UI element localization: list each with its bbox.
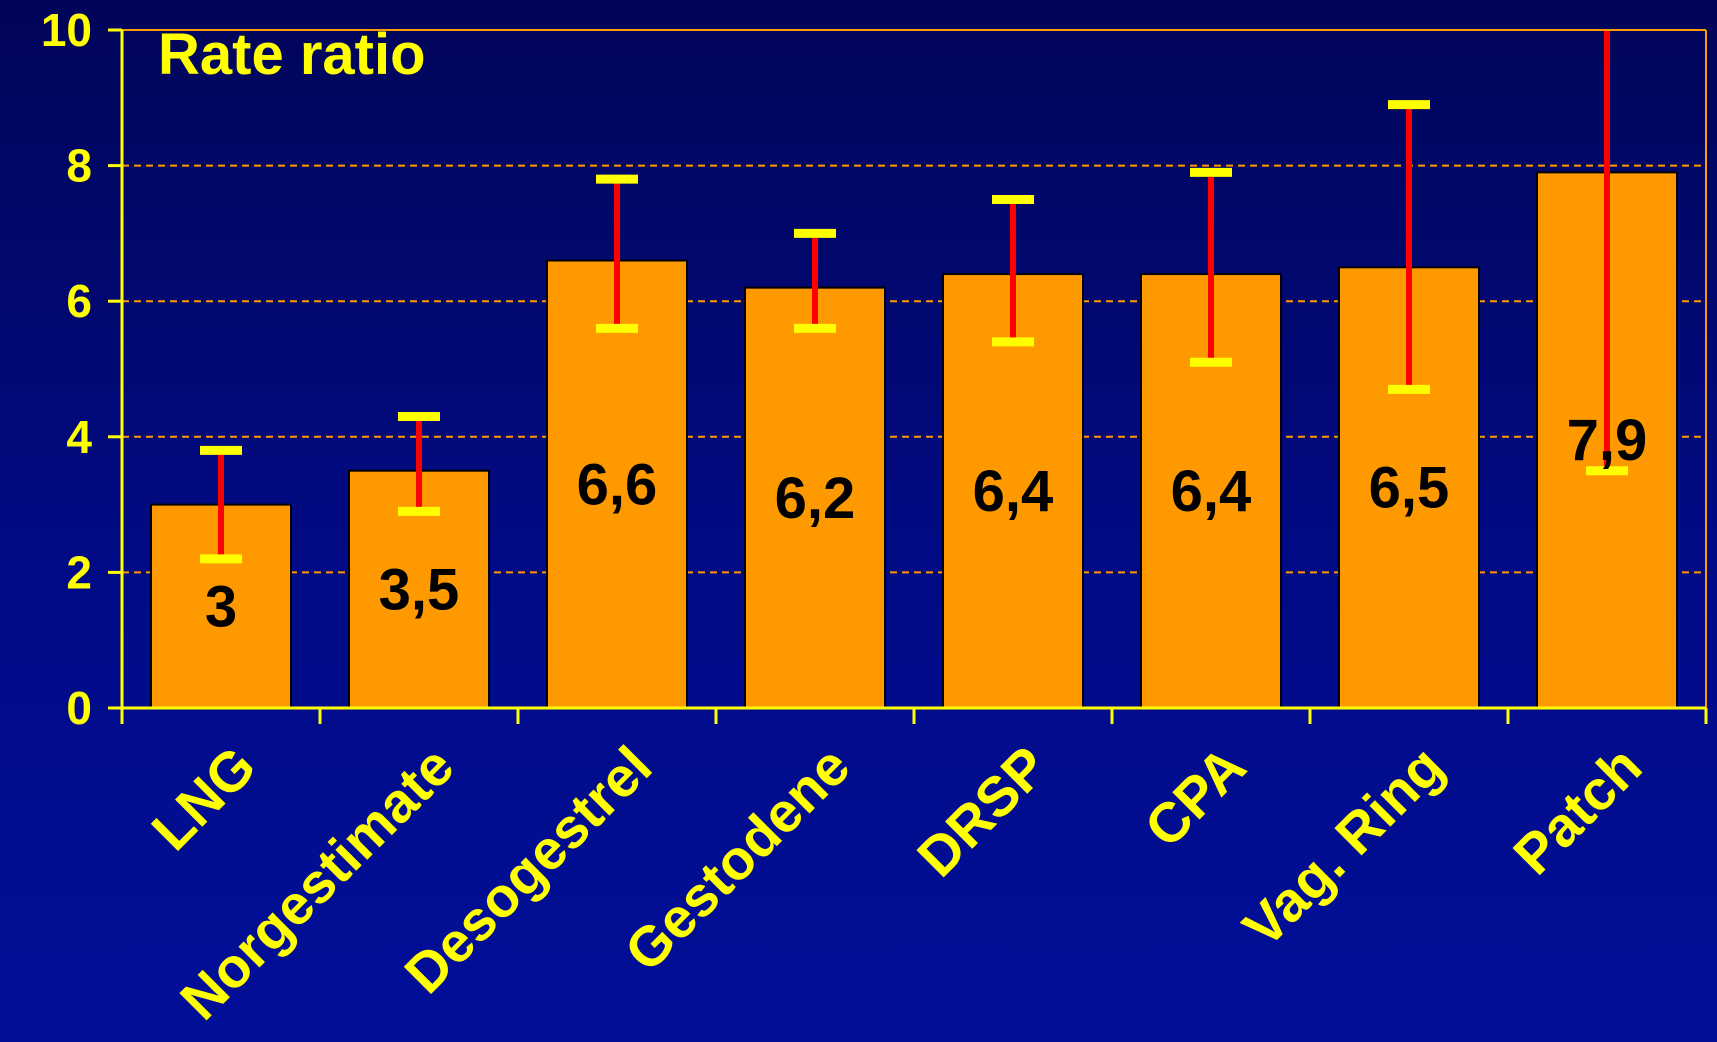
bar-gestodene xyxy=(744,286,886,709)
y-tick-label: 8 xyxy=(66,140,92,192)
bar-desogestrel xyxy=(546,259,688,709)
y-tick-labels: 0 2 4 6 8 10 xyxy=(41,4,93,734)
x-category-label: LNG xyxy=(139,734,267,862)
data-labels: 3 3,5 6,6 6,2 6,4 6,4 6,5 7,9 xyxy=(205,408,1647,639)
x-category-label: Vag. Ring xyxy=(1231,734,1456,959)
y-tick-label: 10 xyxy=(41,4,92,56)
data-label: 3,5 xyxy=(379,557,460,622)
bars xyxy=(150,171,1678,710)
chart-title: Rate ratio xyxy=(158,22,426,87)
data-label: 6,6 xyxy=(577,452,658,517)
data-label: 6,4 xyxy=(973,459,1054,524)
data-label: 6,2 xyxy=(775,466,856,531)
y-tick-label: 0 xyxy=(66,682,92,734)
data-label: 6,4 xyxy=(1171,459,1252,524)
axes xyxy=(108,28,1708,724)
data-label: 7,9 xyxy=(1567,408,1648,473)
bar-drsp xyxy=(942,273,1084,709)
x-category-label: Patch xyxy=(1501,734,1653,886)
y-tick-label: 6 xyxy=(66,275,92,327)
x-category-label: DRSP xyxy=(905,734,1060,889)
x-category-label: CPA xyxy=(1132,734,1257,859)
y-tick-label: 4 xyxy=(66,411,92,463)
y-tick-label: 2 xyxy=(66,546,92,598)
data-label: 6,5 xyxy=(1369,456,1450,521)
data-label: 3 xyxy=(205,574,237,639)
error-bars xyxy=(200,30,1628,564)
